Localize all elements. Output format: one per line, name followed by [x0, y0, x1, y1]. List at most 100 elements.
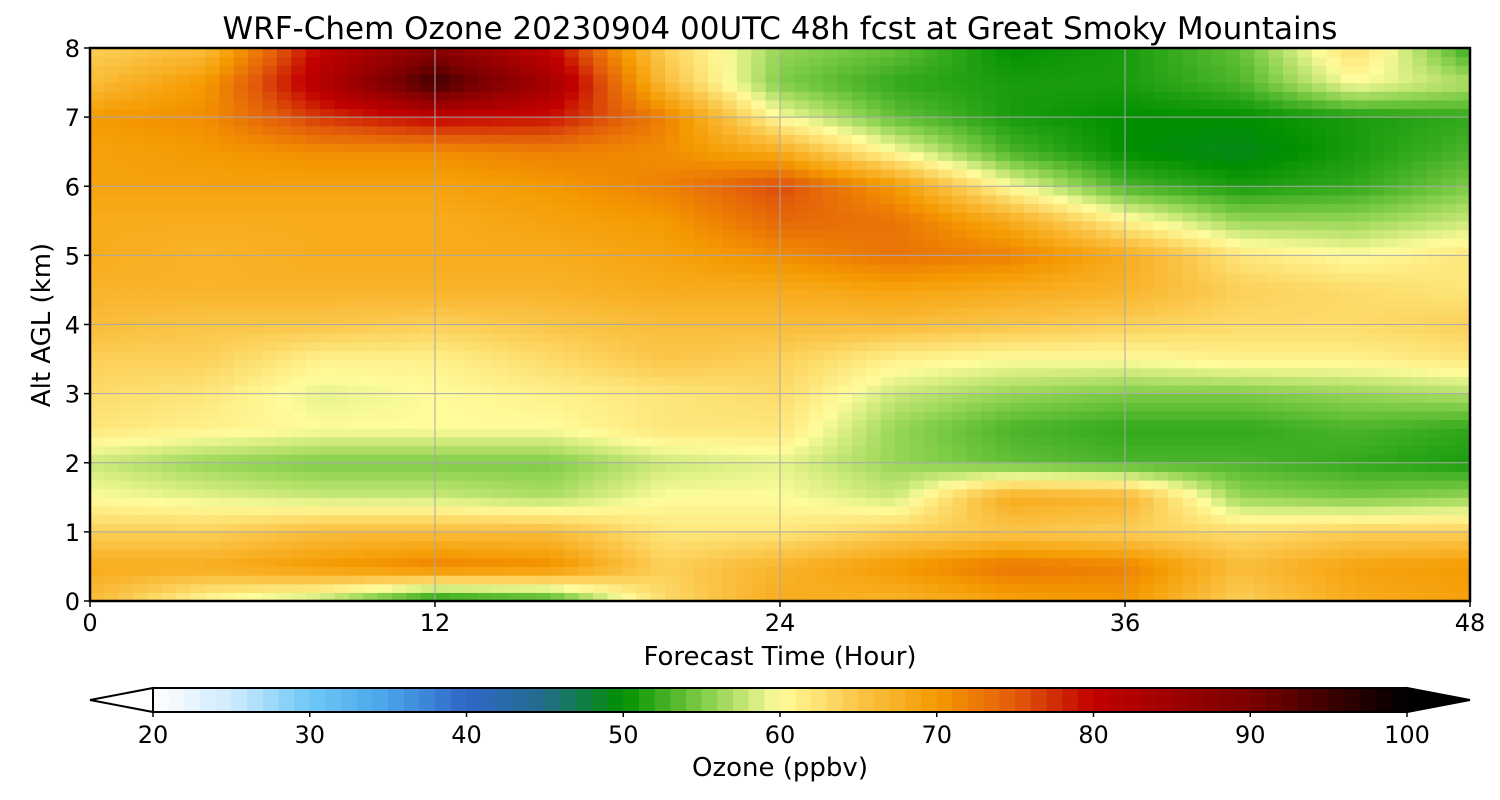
- heatmap-cell: [693, 514, 709, 524]
- heatmap-cell: [205, 462, 220, 472]
- heatmap-cell: [147, 289, 163, 300]
- heatmap-cell: [363, 194, 379, 205]
- heatmap-cell: [492, 246, 508, 256]
- heatmap-cell: [1182, 203, 1198, 213]
- heatmap-cell: [851, 480, 867, 490]
- heatmap-cell: [823, 246, 839, 256]
- heatmap-cell: [923, 540, 939, 550]
- heatmap-cell: [808, 177, 824, 187]
- heatmap-cell: [219, 549, 235, 559]
- heatmap-cell: [176, 177, 192, 187]
- heatmap-cell: [176, 540, 192, 550]
- heatmap-cell: [377, 531, 393, 542]
- heatmap-cell: [621, 592, 637, 602]
- heatmap-cell: [449, 531, 465, 542]
- heatmap-cell: [1168, 177, 1184, 187]
- heatmap-cell: [1010, 454, 1025, 464]
- heatmap-cell: [391, 384, 407, 395]
- heatmap-cell: [952, 410, 968, 421]
- heatmap-cell: [550, 454, 565, 464]
- heatmap-cell: [837, 592, 853, 602]
- heatmap-cell: [1125, 402, 1140, 412]
- heatmap-cell: [851, 549, 867, 559]
- heatmap-cell: [851, 454, 867, 464]
- heatmap-cell: [1455, 436, 1471, 447]
- heatmap-cell: [420, 289, 436, 300]
- heatmap-cell: [1412, 514, 1428, 524]
- heatmap-cell: [219, 315, 235, 326]
- heatmap-cell: [938, 255, 954, 265]
- heatmap-cell: [765, 350, 781, 360]
- heatmap-cell: [550, 238, 565, 248]
- heatmap-cell: [133, 505, 149, 516]
- heatmap-cell: [190, 488, 206, 498]
- heatmap-cell: [966, 505, 982, 516]
- heatmap-cell: [1426, 592, 1442, 602]
- heatmap-cell: [909, 471, 925, 481]
- heatmap-cell: [1283, 238, 1299, 248]
- heatmap-cell: [794, 168, 810, 179]
- heatmap-cell: [449, 557, 465, 568]
- heatmap-cell: [564, 376, 580, 386]
- heatmap-cell: [334, 454, 350, 464]
- heatmap-cell: [952, 203, 968, 213]
- heatmap-cell: [564, 505, 580, 516]
- heatmap-cell: [650, 384, 666, 395]
- heatmap-cell: [909, 203, 925, 213]
- heatmap-cell: [291, 566, 307, 576]
- heatmap-cell: [736, 497, 752, 507]
- heatmap-cell: [1383, 307, 1399, 317]
- heatmap-cell: [1153, 168, 1169, 179]
- heatmap-cell: [276, 540, 292, 550]
- heatmap-cell: [823, 367, 839, 377]
- heatmap-cell: [1053, 160, 1069, 170]
- heatmap-cell: [1225, 289, 1241, 300]
- heatmap-cell: [1268, 523, 1284, 533]
- heatmap-cell: [1326, 307, 1342, 317]
- heatmap-cell: [1383, 402, 1399, 412]
- heatmap-cell: [578, 220, 594, 231]
- heatmap-cell: [1211, 229, 1227, 239]
- heatmap-cell: [1340, 255, 1356, 265]
- heatmap-cell: [650, 151, 666, 161]
- heatmap-cell: [1355, 583, 1370, 593]
- heatmap-cell: [1254, 272, 1270, 282]
- heatmap-cell: [1139, 402, 1155, 412]
- heatmap-cell: [607, 505, 623, 516]
- heatmap-cell: [348, 454, 364, 464]
- heatmap-cell: [305, 497, 321, 507]
- heatmap-cell: [621, 531, 637, 542]
- heatmap-cell: [391, 212, 407, 222]
- heatmap-cell: [1139, 557, 1155, 568]
- heatmap-cell: [736, 583, 752, 593]
- heatmap-cell: [823, 462, 839, 472]
- heatmap-cell: [219, 462, 235, 472]
- heatmap-cell: [679, 497, 695, 507]
- heatmap-cell: [1053, 419, 1069, 429]
- heatmap-cell: [952, 333, 968, 343]
- heatmap-cell: [1369, 151, 1385, 161]
- heatmap-cell: [564, 160, 580, 170]
- heatmap-cell: [1412, 480, 1428, 490]
- heatmap-cell: [1211, 307, 1227, 317]
- heatmap-cell: [636, 315, 652, 326]
- heatmap-cell: [1067, 298, 1083, 308]
- heatmap-cell: [952, 359, 968, 369]
- heatmap-cell: [219, 272, 235, 282]
- heatmap-cell: [219, 497, 235, 507]
- heatmap-cell: [320, 454, 335, 464]
- heatmap-cell: [794, 557, 810, 568]
- heatmap-cell: [435, 471, 450, 481]
- heatmap-cell: [1398, 384, 1414, 395]
- heatmap-cell: [895, 168, 910, 179]
- heatmap-cell: [506, 307, 522, 317]
- heatmap-cell: [895, 523, 910, 533]
- heatmap-cell: [535, 229, 551, 239]
- heatmap-cell: [1168, 575, 1184, 585]
- heatmap-cell: [593, 229, 609, 239]
- heatmap-cell: [794, 212, 810, 222]
- heatmap-cell: [693, 350, 709, 360]
- heatmap-cell: [1426, 220, 1442, 231]
- heatmap-cell: [909, 307, 925, 317]
- heatmap-cell: [708, 497, 724, 507]
